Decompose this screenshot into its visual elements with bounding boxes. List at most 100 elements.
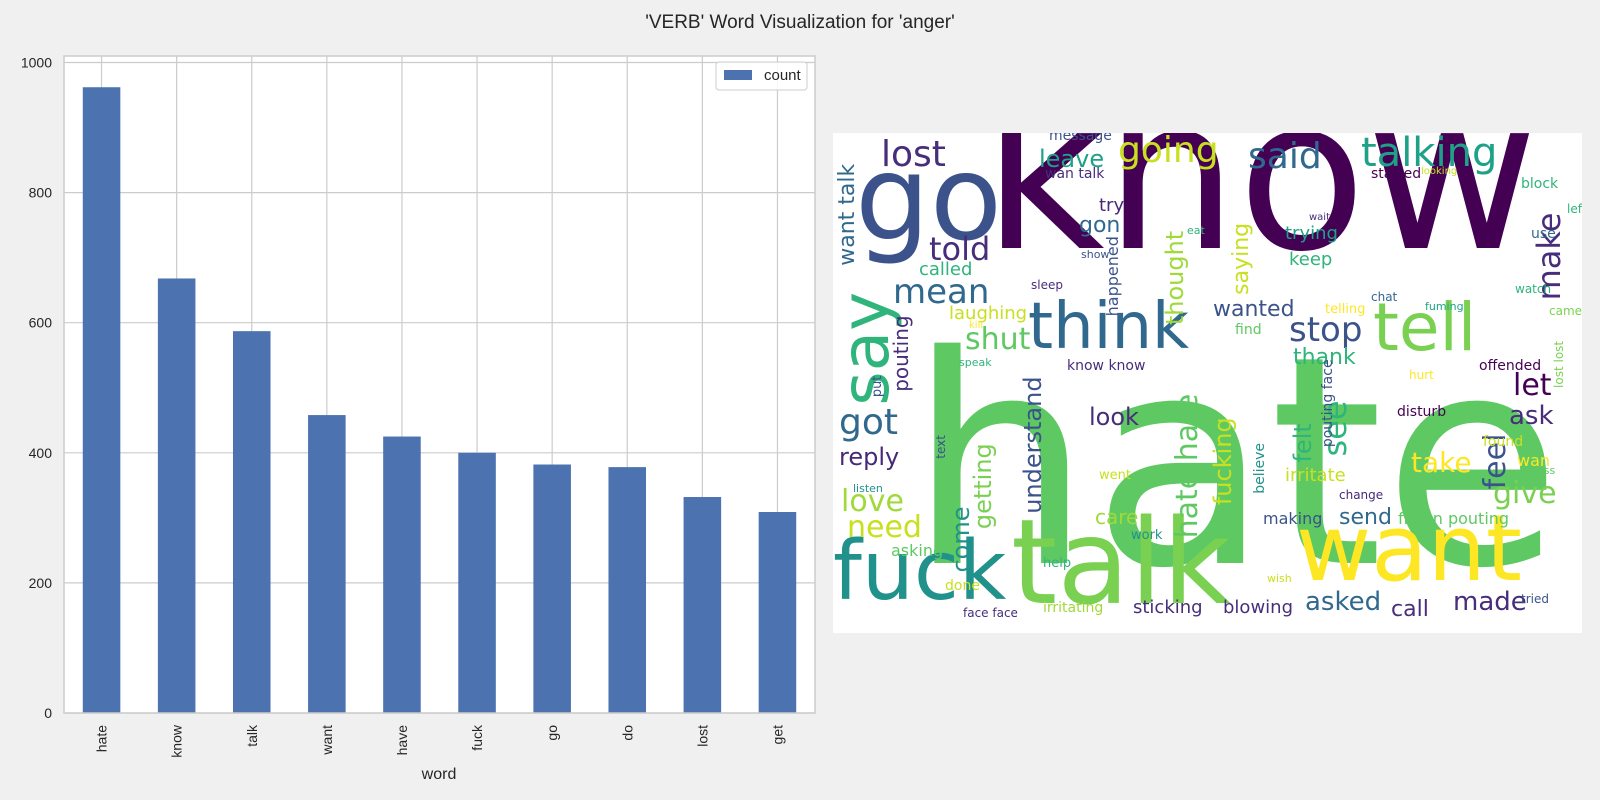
wordcloud-word: looking	[1421, 166, 1458, 177]
wordcloud-word: send	[1339, 505, 1392, 530]
wordcloud-word: let	[1513, 368, 1552, 403]
bar-know	[157, 278, 196, 713]
y-tick-label: 200	[29, 575, 53, 591]
wordcloud-word: wish	[1267, 572, 1292, 585]
wordcloud-word: told	[929, 230, 991, 268]
wordcloud-word: kill	[969, 320, 984, 331]
y-tick-label: 1000	[21, 55, 52, 71]
wordcloud-word: done	[945, 578, 980, 594]
bar-chart: 0 200 400 600 800 1000 hate know talk want have fu…	[21, 55, 816, 783]
wordcloud-word: laughing	[949, 303, 1028, 324]
wordcloud-word: wan	[1517, 451, 1551, 470]
wordcloud-word: call	[1391, 597, 1429, 622]
wordcloud-word: text	[934, 435, 948, 459]
x-tick-label: have	[394, 725, 410, 756]
wordcloud-word: want	[1296, 495, 1523, 602]
x-tick-label: know	[169, 724, 185, 758]
y-tick-label: 400	[29, 445, 53, 461]
wordcloud-word: wanted	[1213, 297, 1295, 322]
wordcloud-word: want talk	[835, 163, 860, 266]
wordcloud-word: called	[919, 259, 973, 280]
wordcloud-word: believe	[1252, 442, 1268, 494]
wordcloud-word: sticking	[1133, 597, 1203, 618]
bar-hate	[82, 87, 121, 714]
bar-get	[758, 511, 797, 713]
wordcloud-word: keep	[1289, 249, 1333, 270]
wordcloud-word: said	[1248, 136, 1322, 177]
legend-label: count	[764, 67, 802, 84]
wordcloud-word: blowing	[1223, 597, 1293, 618]
wordcloud-word: pouting face	[1320, 359, 1336, 448]
wordcloud-word: shut	[965, 322, 1031, 357]
plot-border	[63, 55, 816, 714]
wordcloud-word: hurt	[1409, 368, 1434, 382]
wordcloud-word: give	[1493, 476, 1557, 511]
wordcloud-word: saying	[1229, 222, 1254, 295]
wordcloud-word: asking	[891, 541, 944, 560]
wordcloud-word: wait	[1309, 212, 1331, 223]
wordcloud-word: made	[1453, 587, 1527, 617]
wordcloud-word: put	[870, 375, 885, 398]
bar-lost	[683, 497, 722, 713]
wordcloud-word: thought	[1161, 230, 1189, 326]
y-tick-label: 0	[44, 705, 52, 721]
wordcloud-word: thank	[1293, 345, 1356, 370]
wordcloud-word: telling	[1325, 302, 1366, 317]
wordcloud-word: know know	[1067, 358, 1146, 374]
wordcloud-word: found	[1483, 434, 1524, 450]
x-tick-label: fuck	[469, 724, 485, 751]
wordcloud-word: try	[1099, 195, 1125, 216]
y-tick-labels: 0 200 400 600 800 1000	[21, 55, 52, 721]
wordcloud-word: went	[1099, 468, 1131, 483]
wordcloud-word: guess	[1523, 464, 1556, 477]
wordcloud-word: tell	[1373, 289, 1477, 366]
wordcloud-word: face face	[963, 606, 1018, 620]
wordcloud-word: fuck	[833, 524, 1007, 619]
wordcloud-word: think	[1028, 290, 1190, 364]
wordcloud-word: going	[1118, 133, 1219, 171]
legend-box	[715, 61, 808, 91]
wordcloud-word: tried	[1521, 592, 1549, 606]
wordcloud-word: message	[1049, 133, 1112, 144]
legend: count	[715, 61, 808, 91]
wordcloud-word: frown pouting	[1398, 509, 1510, 528]
legend-swatch	[724, 70, 752, 80]
wordcloud-word: lost lost	[1552, 340, 1566, 388]
wordcloud-word: sleep	[1031, 278, 1063, 292]
wordcloud-word: know	[983, 133, 1538, 298]
wordcloud-word: take	[1411, 446, 1472, 479]
wordcloud-word: got	[839, 402, 898, 443]
x-axis-label: word	[421, 766, 457, 783]
wordcloud-word: started	[1371, 166, 1422, 182]
wordcloud-word: irritate	[1285, 465, 1346, 486]
wordcloud-word: change	[1339, 488, 1384, 502]
y-tick-label: 600	[29, 315, 53, 331]
bar-fuck	[458, 452, 496, 713]
x-tick-label: get	[769, 725, 785, 745]
wordcloud-word: work	[1131, 528, 1163, 543]
wordcloud-word: love	[841, 484, 904, 519]
wordcloud-word: speak	[959, 356, 992, 369]
wordcloud-word: offended	[1479, 358, 1542, 374]
wordcloud-word: irritating	[1043, 600, 1104, 616]
wordcloud-word: disturb	[1397, 404, 1447, 420]
wordcloud-word: hate	[908, 295, 1562, 632]
wordcloud-word: show	[1081, 248, 1110, 261]
wordcloud-word: eat	[1187, 224, 1205, 237]
wordcloud-word: help	[1043, 556, 1072, 571]
bar-have	[383, 436, 421, 713]
wordcloud-word: left	[1567, 202, 1582, 216]
wordcloud-word: understand	[1019, 376, 1047, 514]
wordcloud-word: felt	[1289, 423, 1317, 463]
wordcloud-word: trying	[1285, 223, 1338, 244]
wordcloud-word: wan talk	[1045, 166, 1105, 182]
x-tick-label: want	[319, 725, 335, 756]
x-tick-label: talk	[244, 724, 260, 747]
wordcloud-word: look	[1089, 403, 1139, 431]
wordcloud-word: watch	[1515, 282, 1552, 296]
wordcloud-word: listen	[853, 482, 883, 495]
x-tick-labels: hate know talk want have fuck go do lost get	[94, 724, 786, 758]
wordcloud-word: fuming	[1425, 300, 1464, 313]
x-tick-label: do	[619, 725, 635, 741]
wordcloud-word: asked	[1305, 587, 1382, 617]
